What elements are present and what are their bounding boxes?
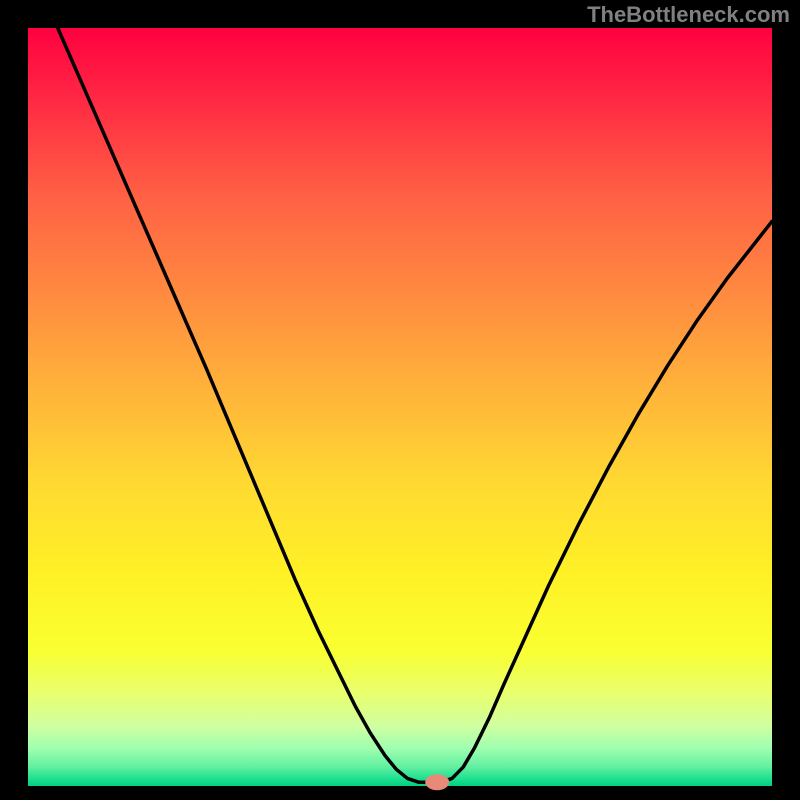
border-left	[0, 0, 28, 800]
plot-background	[28, 28, 772, 786]
bottleneck-curve-chart: TheBottleneck.com	[0, 0, 800, 800]
chart-container: TheBottleneck.com	[0, 0, 800, 800]
border-bottom	[0, 786, 800, 800]
optimum-marker	[425, 774, 449, 790]
border-right	[772, 0, 800, 800]
watermark-text: TheBottleneck.com	[587, 2, 790, 27]
